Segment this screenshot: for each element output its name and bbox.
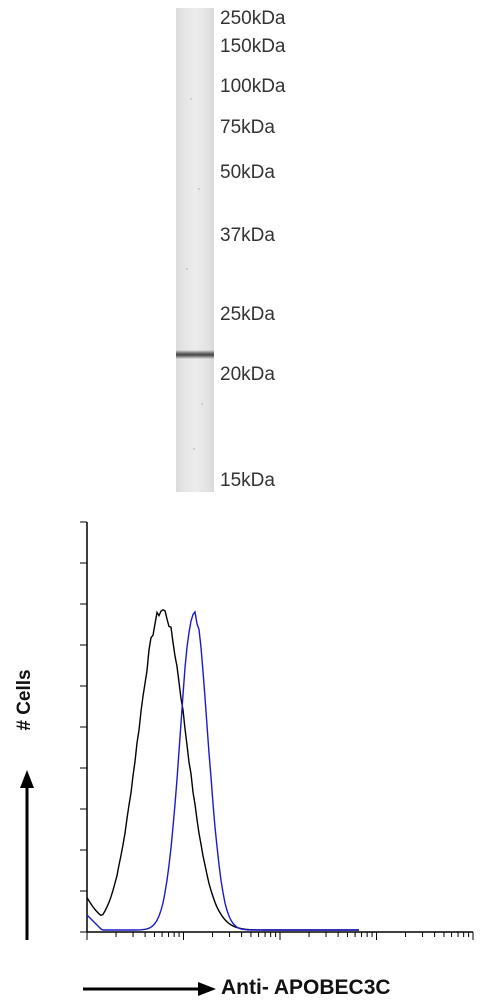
x-axis-arrow <box>83 982 216 996</box>
marker-label-75kda: 75kDa <box>220 117 275 138</box>
flow-cytometry-panel <box>0 500 487 1006</box>
marker-label-250kda: 250kDa <box>220 8 286 29</box>
x-axis-title: Anti- APOBEC3C <box>221 976 391 999</box>
x-axis <box>86 931 474 940</box>
marker-label-37kda: 37kDa <box>220 225 275 246</box>
protein-band <box>176 350 214 359</box>
control-histogram-line <box>86 608 359 931</box>
lane-speck <box>201 403 203 405</box>
western-blot-panel: 250kDa 150kDa 100kDa 75kDa 50kDa 37kDa 2… <box>0 0 487 495</box>
blot-lane <box>176 8 214 492</box>
marker-label-100kda: 100kDa <box>220 76 286 97</box>
lane-speck <box>186 268 188 270</box>
marker-label-20kda: 20kDa <box>220 364 275 385</box>
marker-label-15kda: 15kDa <box>220 470 275 491</box>
lane-speck <box>198 188 200 190</box>
stained-histogram-line <box>86 610 359 931</box>
lane-speck <box>193 448 195 450</box>
y-axis <box>80 521 88 933</box>
lane-speck <box>190 98 192 100</box>
y-axis-arrow <box>20 770 34 940</box>
marker-label-50kda: 50kDa <box>220 162 275 183</box>
y-axis-title: # Cells <box>14 669 35 731</box>
marker-label-150kda: 150kDa <box>220 36 286 57</box>
flow-histogram <box>20 521 474 996</box>
marker-label-25kda: 25kDa <box>220 304 275 325</box>
